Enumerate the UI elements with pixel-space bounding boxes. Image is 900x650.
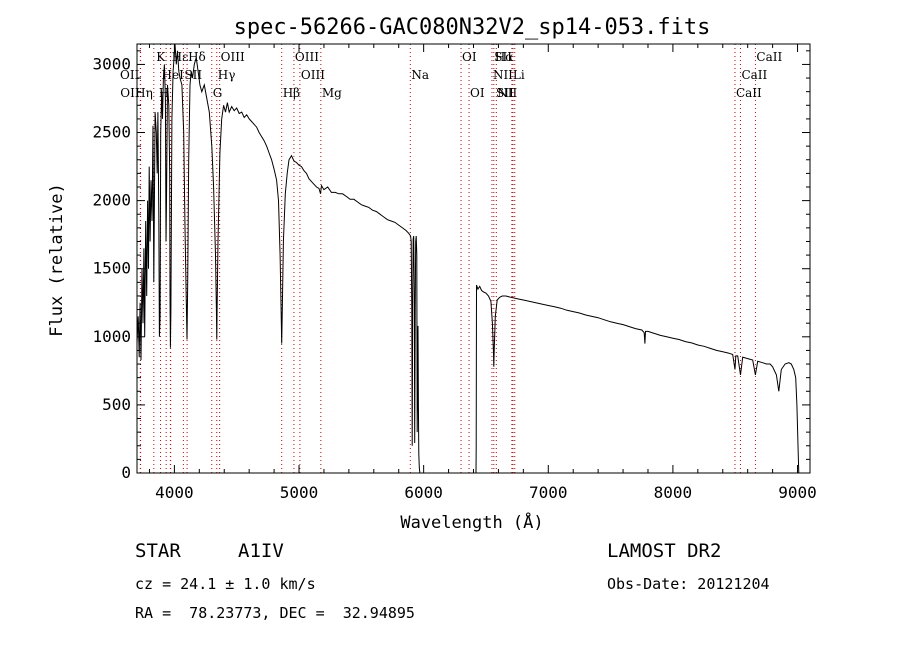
- line-label: OI: [462, 50, 477, 64]
- line-label: Hε: [172, 50, 189, 64]
- coordinates-text: RA = 78.23773, DEC = 32.94895: [135, 604, 415, 622]
- survey-name: LAMOST DR2: [607, 540, 722, 562]
- line-label: NII: [493, 68, 513, 82]
- line-label: CaII: [741, 68, 767, 82]
- axis-ticks: 4000 5000 6000 7000 8000 9000 0 500 1000 1500 2000…: [92, 44, 817, 502]
- obs-date-text: Obs-Date: 20121204: [607, 575, 770, 593]
- line-label: CaII: [736, 86, 762, 100]
- x-axis-label: Wavelength (Å): [400, 511, 543, 533]
- line-label: OIII: [301, 68, 325, 82]
- x-tick-label: 5000: [280, 483, 319, 502]
- line-label: SII: [184, 68, 202, 82]
- x-tick-label: 7000: [529, 483, 568, 502]
- line-label: OIII: [221, 50, 245, 64]
- object-subclass: A1IV: [238, 540, 284, 562]
- y-axis-label: Flux (relative): [47, 183, 67, 337]
- object-class: STAR: [135, 540, 181, 562]
- line-label: OIII: [295, 50, 319, 64]
- x-tick-label: 8000: [654, 483, 693, 502]
- y-tick-label: 2000: [92, 191, 131, 210]
- line-label: H: [159, 86, 169, 100]
- line-label: Hη: [135, 86, 153, 100]
- line-label: Hγ: [218, 68, 236, 82]
- line-label: OII: [120, 86, 140, 100]
- y-tick-label: 2500: [92, 123, 131, 142]
- line-label: Li: [513, 68, 525, 82]
- line-label: G: [213, 86, 223, 100]
- spectrum-line: [136, 43, 800, 474]
- line-label: Hβ: [283, 86, 300, 100]
- y-tick-label: 1000: [92, 327, 131, 346]
- y-tick-label: 0: [121, 463, 131, 482]
- line-label: NII: [497, 86, 517, 100]
- x-tick-label: 6000: [404, 483, 443, 502]
- line-label: CaII: [756, 50, 782, 64]
- line-label: SII: [496, 86, 514, 100]
- line-label: Hδ: [188, 50, 206, 64]
- redshift-text: cz = 24.1 ± 1.0 km/s: [135, 575, 316, 593]
- line-label: K: [156, 50, 166, 64]
- line-label: OII: [120, 68, 140, 82]
- line-label: OI: [470, 86, 485, 100]
- line-label: SII: [494, 50, 512, 64]
- y-tick-label: 3000: [92, 54, 131, 73]
- x-tick-label: 4000: [155, 483, 194, 502]
- line-label: Na: [411, 68, 429, 82]
- chart-title: spec-56266-GAC080N32V2_sp14-053.fits: [234, 15, 711, 40]
- plot-frame: [136, 43, 811, 474]
- y-tick-label: 500: [102, 395, 131, 414]
- spectrum-chart: spec-56266-GAC080N32V2_sp14-053.fits 400…: [47, 15, 817, 533]
- line-label: HeI: [162, 68, 185, 82]
- y-tick-label: 1500: [92, 259, 131, 278]
- line-label: Hα: [495, 50, 514, 64]
- line-label: Mg: [322, 86, 342, 100]
- x-tick-label: 9000: [778, 483, 817, 502]
